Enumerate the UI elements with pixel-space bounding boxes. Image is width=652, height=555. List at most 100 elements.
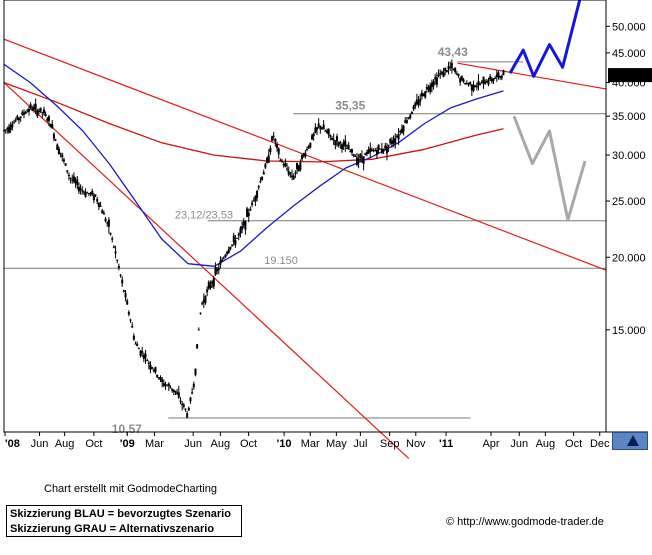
candle-body xyxy=(299,162,302,170)
candle-body xyxy=(127,311,130,315)
candle-body xyxy=(169,387,172,389)
candle-body xyxy=(246,208,249,217)
candle-body xyxy=(489,76,492,80)
candle-body xyxy=(6,128,9,130)
candle-body xyxy=(277,148,280,155)
candle-body xyxy=(495,74,498,78)
chart-credit: Chart erstellt mit GodmodeCharting xyxy=(44,483,218,495)
source-url[interactable]: © http://www.godmode-trader.de xyxy=(446,516,604,528)
candle-body xyxy=(430,83,433,88)
candle-body xyxy=(459,77,462,83)
candle-body xyxy=(392,139,395,144)
scenario-legend: Skizzierung BLAU = bevorzugtes Szenario … xyxy=(6,505,242,537)
candle-body xyxy=(109,233,112,235)
candle-body xyxy=(345,147,348,149)
candle-body xyxy=(264,164,267,168)
candle-body xyxy=(304,152,307,157)
candle-body xyxy=(152,369,155,372)
candle-body xyxy=(124,293,127,298)
candle-body xyxy=(76,179,79,186)
candle-body xyxy=(444,67,447,72)
candle-body xyxy=(82,191,85,193)
candle-body xyxy=(306,149,309,151)
level-label: 43,43 xyxy=(438,45,468,59)
candle-body xyxy=(405,120,408,123)
candle-body xyxy=(241,226,244,230)
candle-body xyxy=(502,70,505,76)
candle-body xyxy=(380,149,383,154)
candle-body xyxy=(420,92,423,97)
scenario-blue xyxy=(508,0,582,78)
candle-body xyxy=(237,233,240,236)
candle-body xyxy=(141,351,144,353)
candle-body xyxy=(221,259,224,262)
candle-body xyxy=(317,123,320,127)
candle-body xyxy=(49,123,52,128)
candle-body xyxy=(79,188,82,191)
candle-body xyxy=(449,66,452,68)
candle-body xyxy=(435,77,438,85)
candle-body xyxy=(211,281,214,285)
candle-body xyxy=(122,290,125,292)
candle-body xyxy=(214,267,217,275)
candle-body xyxy=(344,140,347,147)
level-label: 23,12/23,53 xyxy=(175,210,233,222)
candle-body xyxy=(364,153,367,156)
candle-body xyxy=(327,128,330,135)
candle-body xyxy=(244,220,247,230)
candle-body xyxy=(176,392,179,395)
candle-body xyxy=(474,85,477,88)
candle-body xyxy=(349,150,352,152)
candle-body xyxy=(465,82,468,84)
candle-body xyxy=(352,154,355,156)
candle-body xyxy=(292,175,295,180)
candle-body xyxy=(291,175,294,178)
candle-body xyxy=(437,75,440,77)
candle-body xyxy=(330,138,333,140)
candle-body xyxy=(282,164,285,166)
candle-body xyxy=(52,133,55,139)
candle-body xyxy=(269,147,272,152)
candle-body xyxy=(162,383,165,386)
y-tick-label: 15.000 xyxy=(612,325,646,337)
candle-body xyxy=(89,192,92,195)
candle-body xyxy=(262,172,265,175)
candle-body xyxy=(302,154,305,156)
candle-body xyxy=(36,110,39,117)
candle-body xyxy=(357,159,360,162)
candle-body xyxy=(422,93,425,97)
candle-body xyxy=(144,353,147,358)
last-price-marker xyxy=(608,68,652,83)
candle-body xyxy=(440,71,443,74)
candle-body xyxy=(132,335,135,340)
candle-body xyxy=(242,221,245,226)
arrow-up-icon xyxy=(627,435,639,446)
candle-body xyxy=(179,400,182,402)
candle-body xyxy=(316,127,319,130)
candle-body xyxy=(407,117,410,119)
candle-body xyxy=(276,144,279,148)
candle-body xyxy=(470,84,473,91)
x-tick-label: Aug xyxy=(55,438,75,450)
moving-average-blue xyxy=(3,63,504,267)
chart-scroll-button[interactable] xyxy=(612,432,648,450)
candle-body xyxy=(9,125,12,130)
candle-body xyxy=(24,111,27,114)
candle-body xyxy=(29,104,32,108)
x-tick-label: May xyxy=(326,438,347,450)
candle-body xyxy=(286,168,289,170)
candle-body xyxy=(161,379,164,383)
candle-body xyxy=(377,144,380,150)
candle-body xyxy=(284,162,287,167)
candle-body xyxy=(350,149,353,153)
candle-body xyxy=(335,136,338,142)
x-tick-label: Jul xyxy=(353,438,367,450)
candle-body xyxy=(149,364,152,370)
candle-body xyxy=(192,383,195,388)
y-tick-label: 25.000 xyxy=(612,196,646,208)
candle-body xyxy=(480,81,483,84)
candle-body xyxy=(44,114,47,117)
x-tick-label: Aug xyxy=(211,438,231,450)
x-tick-label: Jun xyxy=(510,438,528,450)
candle-body xyxy=(329,134,332,137)
